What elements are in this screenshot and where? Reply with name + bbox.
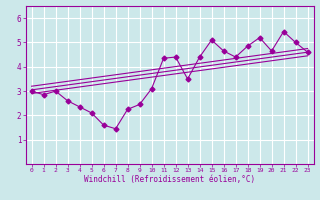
X-axis label: Windchill (Refroidissement éolien,°C): Windchill (Refroidissement éolien,°C) bbox=[84, 175, 255, 184]
